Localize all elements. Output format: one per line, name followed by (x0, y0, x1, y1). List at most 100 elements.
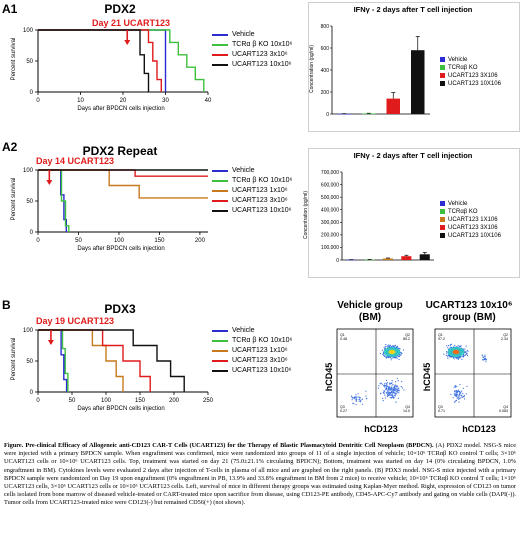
flow-event (384, 386, 386, 388)
panel-b-title: PDX3 (104, 302, 136, 316)
flow-event (457, 389, 459, 391)
panel-a1-xlabel: Days after BPDCN cells injection (77, 106, 165, 112)
flow-event (366, 397, 368, 399)
flow-event (388, 391, 390, 393)
flow-event (395, 387, 397, 389)
flow-event (449, 345, 451, 347)
bar-legend-item: TCRαβ KO (440, 208, 501, 216)
flow-event (395, 393, 398, 395)
legend-swatch (212, 330, 228, 332)
flow-event (383, 390, 385, 392)
legend-swatch (212, 54, 228, 56)
flow-event (355, 403, 357, 406)
flow-event (390, 387, 392, 390)
flow-event (399, 354, 401, 356)
flow-event (455, 393, 457, 395)
flow-event (394, 388, 396, 390)
legend-item: TCRα β KO 10x10⁶ (212, 40, 292, 50)
legend-swatch (212, 180, 228, 182)
x-tick-label: 150 (154, 238, 165, 244)
bar-y-tick-label: 300,000 (321, 220, 339, 226)
flow-event (389, 383, 391, 385)
bar-y-tick-label: 400 (321, 68, 330, 74)
flow-density-peak (452, 349, 460, 355)
bar-legend-swatch (440, 80, 445, 86)
legend-item: Vehicle (212, 166, 292, 176)
flow-event (449, 346, 451, 349)
flow-event (391, 391, 393, 393)
legend-label: Vehicle (232, 167, 255, 174)
flow-event (385, 343, 387, 346)
x-tick-label: 100 (114, 238, 125, 244)
bar-legend-label: UCART123 1X106 (448, 217, 498, 223)
bar-legend-item: TCRαβ KO (440, 64, 501, 72)
panel-a2-xlabel: Days after BPDCN cells injection (77, 246, 165, 252)
x-tick-label: 200 (195, 238, 206, 244)
flow-event (462, 387, 464, 389)
panel-a1-bar-ylabel-box: Concentration (pg/ml) (306, 40, 318, 100)
flow-event (386, 391, 388, 393)
bar-legend-label: UCART123 3X106 (448, 225, 498, 231)
flow-event (382, 397, 384, 399)
y-tick-label: 0 (30, 90, 34, 96)
flow-event (394, 384, 396, 386)
x-tick-label: 0 (36, 98, 40, 104)
flow-event (402, 349, 405, 351)
flow-event (454, 401, 456, 403)
legend-label: Vehicle (232, 327, 255, 334)
flow-event (389, 356, 391, 359)
flow-event (352, 397, 354, 399)
flow-q2-name: Q2 (503, 333, 508, 337)
flow-event (456, 397, 458, 399)
flow-event (388, 344, 390, 346)
y-tick-label: 50 (26, 359, 33, 365)
flow-event (385, 383, 387, 385)
flow-event (385, 386, 387, 388)
bar-y-tick-label: 200 (321, 90, 330, 96)
flow-event (454, 344, 456, 346)
flow-event (455, 389, 457, 392)
x-tick-label: 30 (162, 98, 169, 104)
flow-event (394, 345, 396, 347)
flow-event (385, 391, 387, 393)
legend-label: UCART123 1x10⁶ (232, 347, 288, 354)
survival-curve-0 (38, 29, 167, 92)
panel-a2-title: PDX2 Repeat (82, 144, 158, 158)
flow-q2-value: 85.2 (403, 337, 410, 341)
flow-event (459, 393, 461, 395)
bar-legend-swatch (440, 72, 445, 78)
flow-event (358, 398, 360, 400)
flow-event (386, 356, 388, 358)
survival-curve-3 (38, 329, 151, 392)
flow-q1-name: Q1 (340, 333, 345, 337)
x-tick-label: 50 (75, 238, 82, 244)
flow-event (445, 354, 447, 356)
flow-event (484, 358, 486, 361)
flow-event (386, 385, 388, 387)
flow-event (386, 384, 388, 386)
flow-event (401, 387, 403, 389)
panel-a1-ylabel: Percent survival (11, 37, 17, 81)
flow-event (466, 354, 468, 357)
bar-legend-swatch (440, 56, 445, 62)
y-tick-label: 0 (30, 390, 34, 396)
treatment-arrowhead (124, 40, 131, 45)
bar-y-tick-label: 200,000 (321, 233, 339, 239)
caption-body: (A) PDX2 model. NSG-S mice were injected… (4, 442, 516, 507)
flow-event (395, 401, 397, 403)
flow-event (458, 391, 460, 393)
flow-event (353, 403, 355, 405)
bar-y-tick-label: 0 (326, 112, 329, 118)
flow-ucart-ylabel-box: hCD45 (420, 342, 434, 412)
flow-event (449, 356, 451, 358)
flow-event (383, 346, 385, 348)
flow-event (447, 347, 449, 349)
flow-vehicle-title: Vehicle group (337, 300, 403, 311)
flow-event (398, 358, 400, 361)
legend-item: UCART123 10x10⁶ (212, 206, 292, 216)
flow-event (452, 357, 455, 359)
flow-event (388, 356, 390, 358)
flow-event (380, 382, 382, 384)
